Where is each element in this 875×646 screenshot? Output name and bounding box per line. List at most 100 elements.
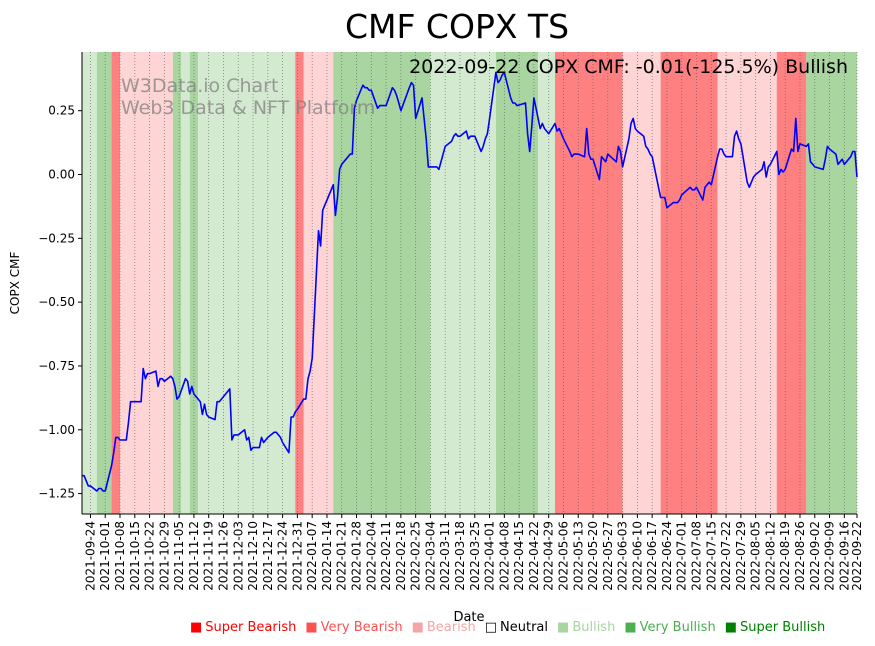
legend-label: Neutral: [500, 620, 549, 635]
x-tick-label: 2022-06-24: [660, 521, 674, 591]
x-tick-label: 2022-06-03: [616, 521, 630, 591]
x-tick-label: 2022-06-10: [630, 521, 644, 591]
x-axis-label: Date: [453, 610, 484, 625]
x-tick-label: 2022-04-08: [497, 521, 511, 591]
regime-band: [111, 52, 121, 514]
regime-band: [172, 52, 182, 514]
regime-band: [96, 52, 112, 514]
x-tick-label: 2021-10-15: [128, 521, 142, 591]
x-tick-label: 2022-09-22: [850, 521, 864, 591]
x-tick-label: 2022-05-06: [556, 521, 570, 591]
legend-item-super-bullish: ■ Super Bullish: [725, 620, 826, 635]
x-tick-label: 2021-11-12: [187, 521, 201, 591]
legend-swatch: ■: [190, 620, 203, 635]
x-tick-label: 2022-01-21: [335, 521, 349, 591]
x-tick-label: 2022-03-18: [453, 521, 467, 591]
regime-band: [120, 52, 127, 514]
x-tick-label: 2022-01-28: [350, 521, 364, 591]
x-tick-label: 2022-04-01: [483, 521, 497, 591]
x-tick-label: 2021-10-29: [157, 521, 171, 591]
x-tick-label: 2021-12-10: [246, 521, 260, 591]
x-tick-label: 2022-07-01: [675, 521, 689, 591]
x-tick-label: 2022-02-18: [394, 521, 408, 591]
x-tick-label: 2022-09-16: [837, 521, 851, 591]
regime-band: [622, 52, 661, 514]
regime-band: [806, 52, 857, 514]
x-tick-label: 2021-10-08: [113, 521, 127, 591]
y-axis-label: COPX CMF: [8, 252, 22, 315]
regime-band: [660, 52, 718, 514]
x-tick-label: 2022-09-02: [808, 521, 822, 591]
x-tick-label: 2022-08-12: [763, 521, 777, 591]
legend-label: Bullish: [572, 620, 616, 635]
x-tick-label: 2021-12-17: [261, 521, 275, 591]
legend-swatch: ■: [305, 620, 318, 635]
x-tick-label: 2021-11-19: [202, 521, 216, 591]
x-tick-label: 2022-05-20: [586, 521, 600, 591]
legend-item-very-bearish: ■ Very Bearish: [305, 620, 402, 635]
x-tick-label: 2022-08-05: [749, 521, 763, 591]
x-tick-label: 2022-02-04: [364, 521, 378, 591]
y-tick-label: −0.25: [38, 231, 75, 245]
regime-band: [776, 52, 807, 514]
vertical-grid: [90, 52, 858, 514]
x-tick-label: 2022-03-04: [423, 521, 437, 591]
series-group: [82, 71, 858, 492]
regime-band: [303, 52, 334, 514]
x-tick-label: 2021-12-24: [276, 521, 290, 591]
x-tick-label: 2022-09-09: [823, 521, 837, 591]
y-tick-label: −1.00: [38, 423, 75, 437]
legend-label: Very Bullish: [639, 620, 716, 635]
regime-band: [555, 52, 623, 514]
regime-band: [333, 52, 431, 514]
y-tick-label: 0.00: [48, 168, 75, 182]
regime-band: [295, 52, 304, 514]
x-tick-label: 2021-11-05: [172, 521, 186, 591]
legend-item-bullish: ■ Bullish: [557, 620, 615, 635]
watermark-line-2: Web3 Data & NFT Platform: [121, 97, 375, 119]
x-tick-label: 2021-10-01: [98, 521, 112, 591]
x-tick-label: 2022-01-14: [320, 521, 334, 591]
x-tick-label: 2021-12-03: [231, 521, 245, 591]
regime-band: [538, 52, 556, 514]
legend-label: Bearish: [426, 620, 476, 635]
legend-swatch: ■: [624, 620, 637, 635]
x-tick-label: 2022-04-15: [512, 521, 526, 591]
legend-label: Super Bullish: [739, 620, 826, 635]
x-tick-label: 2022-03-11: [438, 521, 452, 591]
y-tick-label: −0.75: [38, 359, 75, 373]
regime-band: [717, 52, 777, 514]
legend-item-super-bearish: ■ Super Bearish: [190, 620, 296, 635]
legend-swatch: □: [484, 620, 498, 635]
legend-label: Very Bearish: [320, 620, 403, 635]
x-tick-label: 2022-07-22: [719, 521, 733, 591]
x-tick-label: 2022-02-11: [379, 521, 393, 591]
x-tick-label: 2022-02-25: [409, 521, 423, 591]
x-tick-label: 2022-05-13: [571, 521, 585, 591]
watermark-line-1: W3Data.io Chart: [121, 75, 278, 97]
x-ticks: 2021-09-24 2021-10-01 2021-10-08 2021-10-15…: [83, 514, 864, 591]
x-tick-label: 2022-08-26: [793, 521, 807, 591]
legend-swatch: ■: [724, 620, 737, 635]
series-line: [82, 71, 858, 492]
legend-swatch: ■: [557, 620, 570, 635]
axes: [81, 52, 857, 515]
x-tick-label: 2022-01-07: [305, 521, 319, 591]
x-tick-label: 2022-03-25: [468, 521, 482, 591]
x-tick-label: 2022-06-17: [645, 521, 659, 591]
y-tick-label: 0.25: [48, 104, 75, 118]
legend-item-neutral: □ Neutral: [485, 620, 548, 635]
legend: ■ Super Bearish ■ Very Bearish ■ Bearish…: [190, 620, 834, 635]
regime-band: [181, 52, 190, 514]
x-tick-label: 2022-07-08: [690, 521, 704, 591]
y-tick-label: −1.25: [38, 487, 75, 501]
legend-item-bearish: ■ Bearish: [412, 620, 476, 635]
chart-title: CMF COPX TS: [345, 7, 569, 46]
legend-swatch: ■: [411, 620, 424, 635]
x-tick-label: 2022-04-22: [527, 521, 541, 591]
regime-band: [198, 52, 296, 514]
y-ticks: −1.25 −1.00 −0.75 −0.50 −0.25 0.00 0.25: [38, 104, 82, 501]
x-tick-label: 2022-05-27: [601, 521, 615, 591]
x-tick-label: 2022-08-19: [778, 521, 792, 591]
